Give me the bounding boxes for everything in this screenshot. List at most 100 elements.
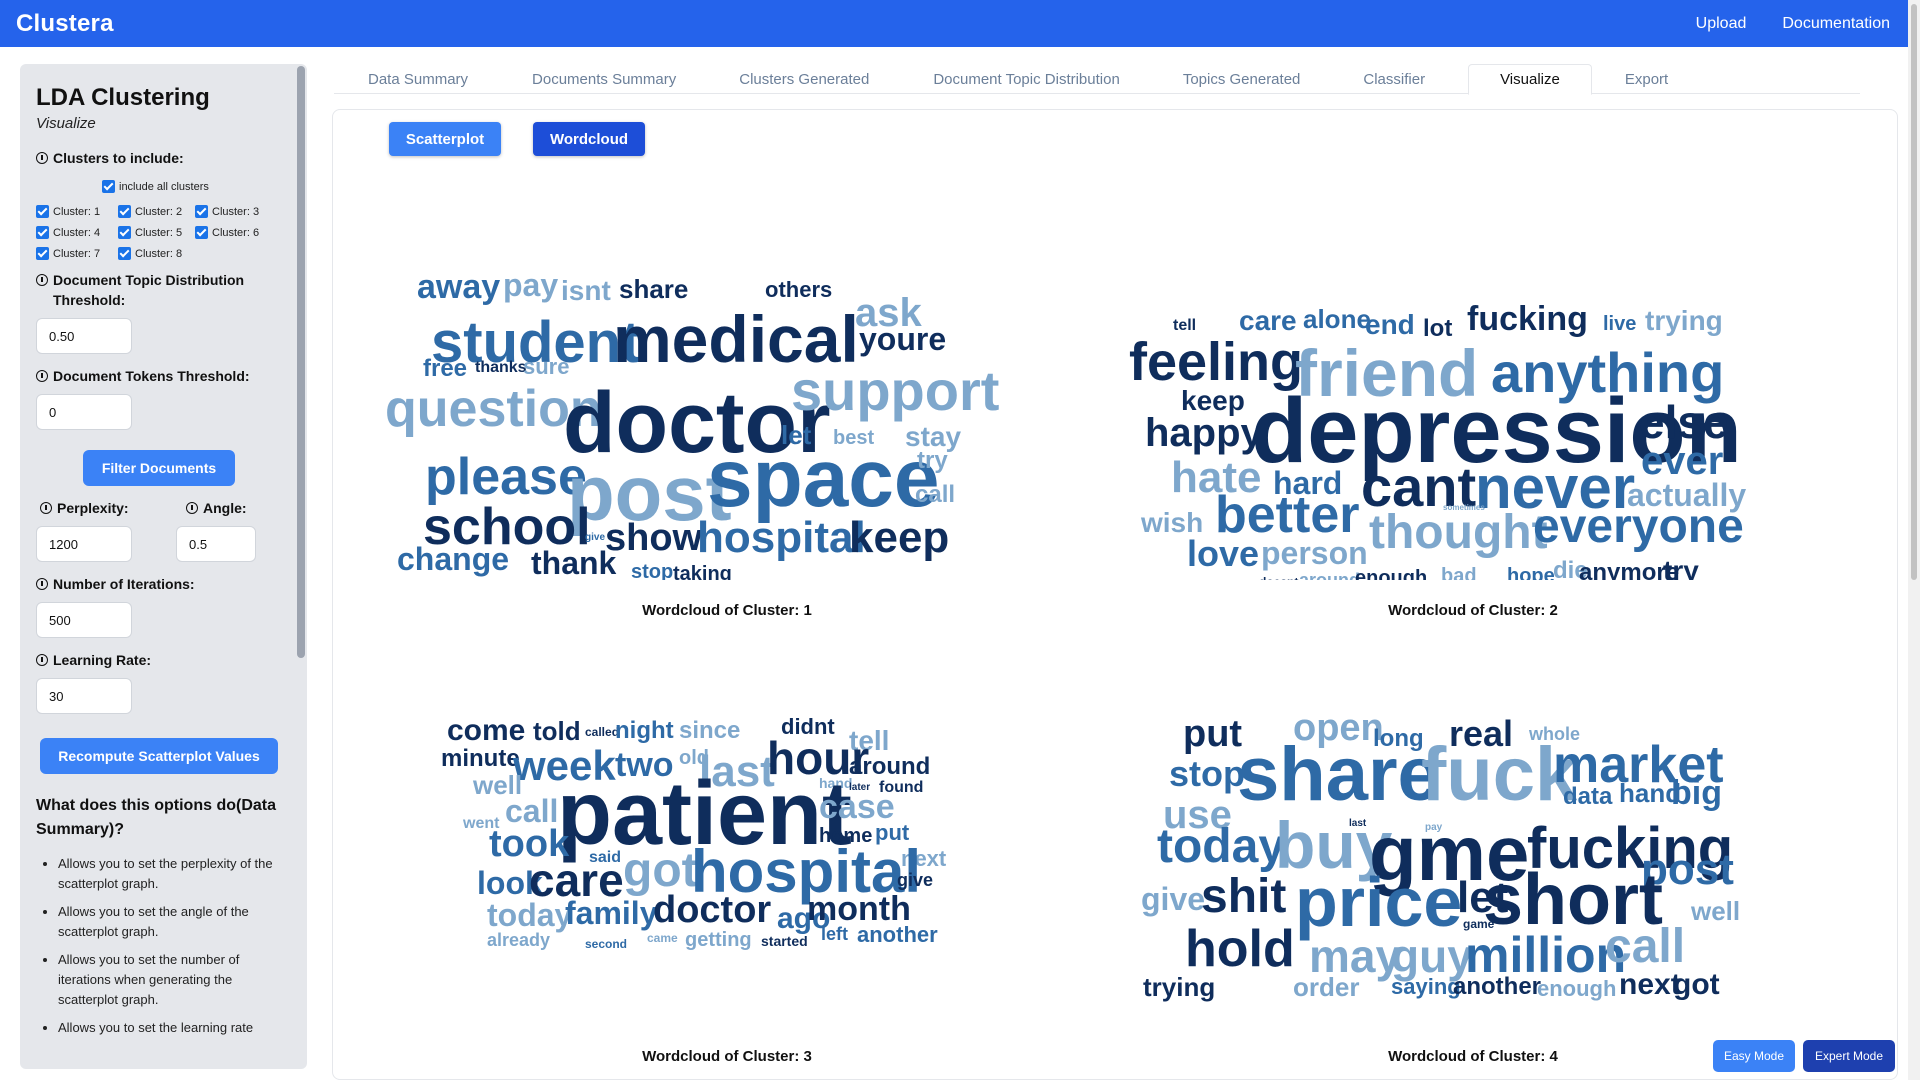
checkbox-checked-icon[interactable] (36, 247, 49, 260)
wordcloud-word: later (849, 782, 870, 793)
learning-rate-input[interactable]: 30 (36, 678, 132, 714)
cluster-1-checkbox[interactable]: Cluster: 1 (36, 205, 118, 218)
wordcloud-word: another (857, 922, 938, 947)
cluster-2-checkbox[interactable]: Cluster: 2 (118, 205, 195, 218)
filter-documents-button[interactable]: Filter Documents (83, 450, 235, 486)
nav-documentation-link[interactable]: Documentation (1782, 14, 1890, 32)
wordcloud-word: post (1641, 845, 1734, 894)
perplexity-input[interactable]: 1200 (36, 526, 132, 562)
tab-export[interactable]: Export (1624, 70, 1669, 88)
wordcloud-word: put (875, 820, 910, 845)
tab-data-summary[interactable]: Data Summary (368, 70, 469, 88)
checkbox-checked-icon[interactable] (118, 247, 131, 260)
cluster-8-label: Cluster: 8 (135, 247, 183, 260)
wordcloud-button[interactable]: Wordcloud (533, 122, 645, 156)
angle-label-text: Angle: (203, 500, 247, 516)
wordcloud-word: fucking (1467, 300, 1588, 338)
scatterplot-button[interactable]: Scatterplot (389, 122, 501, 156)
wordcloud-word: thank (531, 545, 617, 580)
wordcloud-word: game (1463, 917, 1495, 931)
wordcloud-word: youre (859, 321, 946, 357)
wordcloud-word: give (1141, 881, 1205, 917)
nav-upload-link[interactable]: Upload (1695, 14, 1747, 32)
learning-rate-label: Learning Rate: (36, 650, 307, 670)
wordcloud-word: die (1553, 557, 1588, 580)
checkbox-checked-icon[interactable] (36, 226, 49, 239)
wordcloud-word: wish (1140, 507, 1203, 538)
wordcloud-word: stop (1169, 753, 1245, 794)
checkbox-checked-icon[interactable] (118, 205, 131, 218)
wordcloud-word: sure (523, 354, 569, 379)
cluster-6-checkbox[interactable]: Cluster: 6 (195, 226, 277, 239)
checkbox-checked-icon[interactable] (195, 226, 208, 239)
wordcloud-word: give (585, 532, 605, 543)
tab-documents-summary[interactable]: Documents Summary (532, 70, 677, 88)
wordcloud-word: free (423, 355, 467, 382)
wordcloud-word: post (567, 449, 732, 537)
top-navbar: Clustera Upload Documentation (0, 0, 1908, 47)
wordcloud-cluster-3: come told called night since didnt tell minute w… (367, 666, 1087, 1026)
checkbox-checked-icon[interactable] (36, 205, 49, 218)
wordcloud-word: price (1295, 863, 1462, 941)
wordcloud-word: fucking (1527, 816, 1733, 881)
wordcloud-word: ago (777, 902, 830, 935)
cluster-4-checkbox[interactable]: Cluster: 4 (36, 226, 118, 239)
recompute-scatterplot-button[interactable]: Recompute Scatterplot Values (40, 738, 278, 774)
tab-classifier[interactable]: Classifier (1363, 70, 1426, 88)
cluster-8-checkbox[interactable]: Cluster: 8 (118, 247, 195, 260)
cluster-5-checkbox[interactable]: Cluster: 5 (118, 226, 195, 239)
wordcloud-word: ever (1641, 439, 1723, 483)
wordcloud-word: anymore (1579, 559, 1679, 580)
wordcloud-word: hold (1185, 920, 1295, 978)
expert-mode-button[interactable]: Expert Mode (1803, 1040, 1895, 1072)
doc-topic-threshold-input[interactable]: 0.50 (36, 318, 132, 354)
checkbox-checked-icon[interactable] (102, 180, 115, 193)
wordcloud-caption-2: Wordcloud of Cluster: 2 (1388, 602, 1558, 619)
easy-mode-button[interactable]: Easy Mode (1713, 1040, 1795, 1072)
wordcloud-word: share (619, 274, 688, 304)
wordcloud-word: everyone (1533, 500, 1744, 553)
wordcloud-word: hospital (691, 838, 921, 905)
wordcloud-word: two (615, 746, 674, 784)
page-scrollbar[interactable] (1908, 0, 1920, 1080)
cluster-7-label: Cluster: 7 (53, 247, 101, 260)
sidebar-scrollbar[interactable] (297, 64, 305, 1069)
clusters-label: Clusters to include: (36, 148, 307, 168)
sidebar-scrollbar-thumb[interactable] (297, 66, 305, 658)
include-all-checkbox[interactable]: include all clusters (102, 180, 209, 193)
tab-visualize[interactable]: Visualize (1468, 64, 1592, 95)
cluster-7-checkbox[interactable]: Cluster: 7 (36, 247, 118, 260)
wordcloud-word: hand (1619, 778, 1681, 808)
wordcloud-caption-3: Wordcloud of Cluster: 3 (642, 1048, 812, 1065)
brand-logo[interactable]: Clustera (16, 9, 114, 37)
wordcloud-word: taking (673, 563, 732, 580)
wordcloud-word: put (1183, 713, 1242, 755)
tab-document-topic-distribution[interactable]: Document Topic Distribution (933, 70, 1120, 88)
page-scrollbar-thumb[interactable] (1911, 4, 1917, 580)
iterations-label: Number of Iterations: (36, 574, 307, 594)
wordcloud-word: never (1475, 454, 1635, 521)
help-item-iterations: Allows you to set the number of iteratio… (58, 950, 291, 1010)
wordcloud-word: keep (1181, 385, 1245, 416)
wordcloud-word: week (512, 742, 616, 789)
checkbox-checked-icon[interactable] (118, 226, 131, 239)
checkbox-checked-icon[interactable] (195, 205, 208, 218)
cluster-3-checkbox[interactable]: Cluster: 3 (195, 205, 277, 218)
doc-tokens-threshold-text: Document Tokens Threshold: (53, 368, 250, 384)
wordcloud-word: million (1465, 927, 1626, 983)
iterations-input[interactable]: 500 (36, 602, 132, 638)
tab-topics-generated[interactable]: Topics Generated (1182, 70, 1301, 88)
doc-tokens-threshold-input[interactable]: 0 (36, 394, 132, 430)
wordcloud-word: pay (503, 267, 558, 303)
wordcloud-word: try (1663, 555, 1699, 580)
wordcloud-word: cant (1361, 455, 1476, 518)
wordcloud-word: person (1261, 535, 1368, 571)
wordcloud-word: let (781, 420, 812, 450)
wordcloud-word: may (1309, 930, 1401, 982)
wordcloud-caption-1: Wordcloud of Cluster: 1 (642, 602, 812, 619)
wordcloud-word: said (589, 849, 621, 866)
wordcloud-word: use (1163, 793, 1232, 837)
wordcloud-word: minute (441, 745, 520, 772)
tab-clusters-generated[interactable]: Clusters Generated (739, 70, 870, 88)
angle-input[interactable]: 0.5 (176, 526, 256, 562)
